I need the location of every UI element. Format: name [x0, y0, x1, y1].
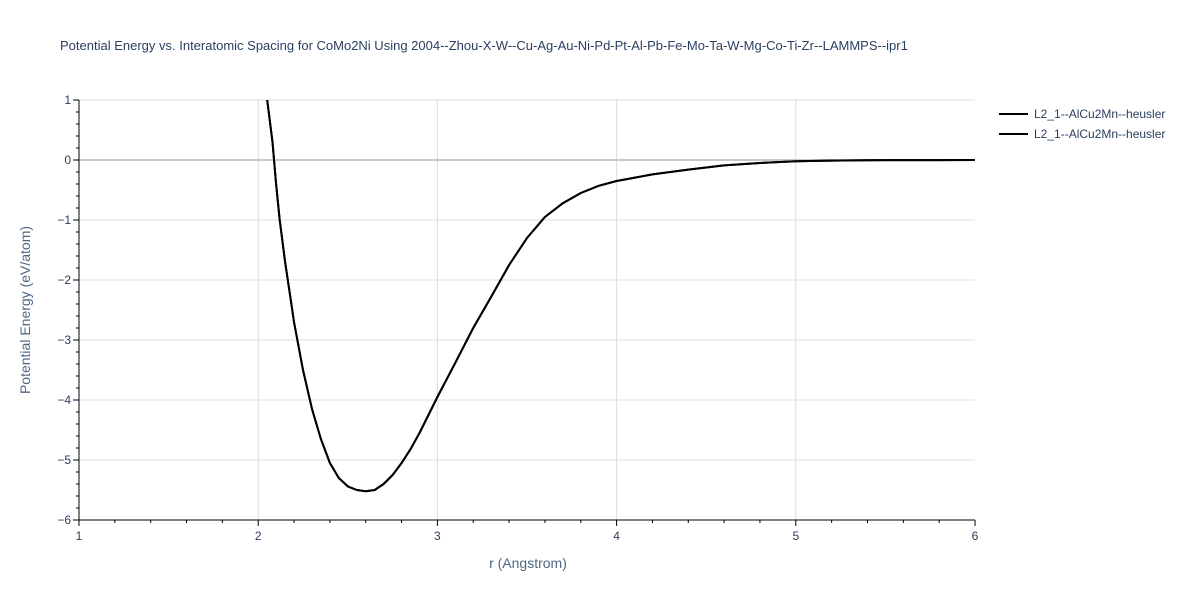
x-tick-label: 2	[255, 529, 262, 543]
y-tick-label: −5	[57, 453, 71, 467]
legend-label: L2_1--AlCu2Mn--heusler	[1034, 107, 1165, 121]
y-tick-label: 0	[64, 153, 71, 167]
axis-layer: 1 2 3 4 5 6 1 0 −1 −2 −3 −4 −5 −6	[57, 93, 978, 543]
y-tick-label: 1	[64, 93, 71, 107]
x-tick-label: 6	[972, 529, 979, 543]
series-layer	[266, 100, 975, 493]
x-tick-label: 4	[613, 529, 620, 543]
y-tick-label: −3	[57, 333, 71, 347]
x-tick-label: 1	[76, 529, 83, 543]
y-tick-label: −1	[57, 213, 71, 227]
y-tick-label: −4	[57, 393, 71, 407]
x-tick-label: 3	[434, 529, 441, 543]
x-tick-label: 5	[792, 529, 799, 543]
legend: L2_1--AlCu2Mn--heusler L2_1--AlCu2Mn--heu…	[999, 107, 1165, 141]
y-tick-label: −6	[57, 513, 71, 527]
legend-label: L2_1--AlCu2Mn--heusler	[1034, 127, 1165, 141]
series-line-2	[266, 100, 975, 493]
series-line-1	[266, 100, 975, 493]
x-axis-title: r (Angstrom)	[489, 555, 567, 571]
y-axis-title: Potential Energy (eV/atom)	[17, 226, 33, 394]
grid-layer	[79, 99, 975, 520]
chart-title: Potential Energy vs. Interatomic Spacing…	[60, 38, 908, 53]
y-tick-label: −2	[57, 273, 71, 287]
